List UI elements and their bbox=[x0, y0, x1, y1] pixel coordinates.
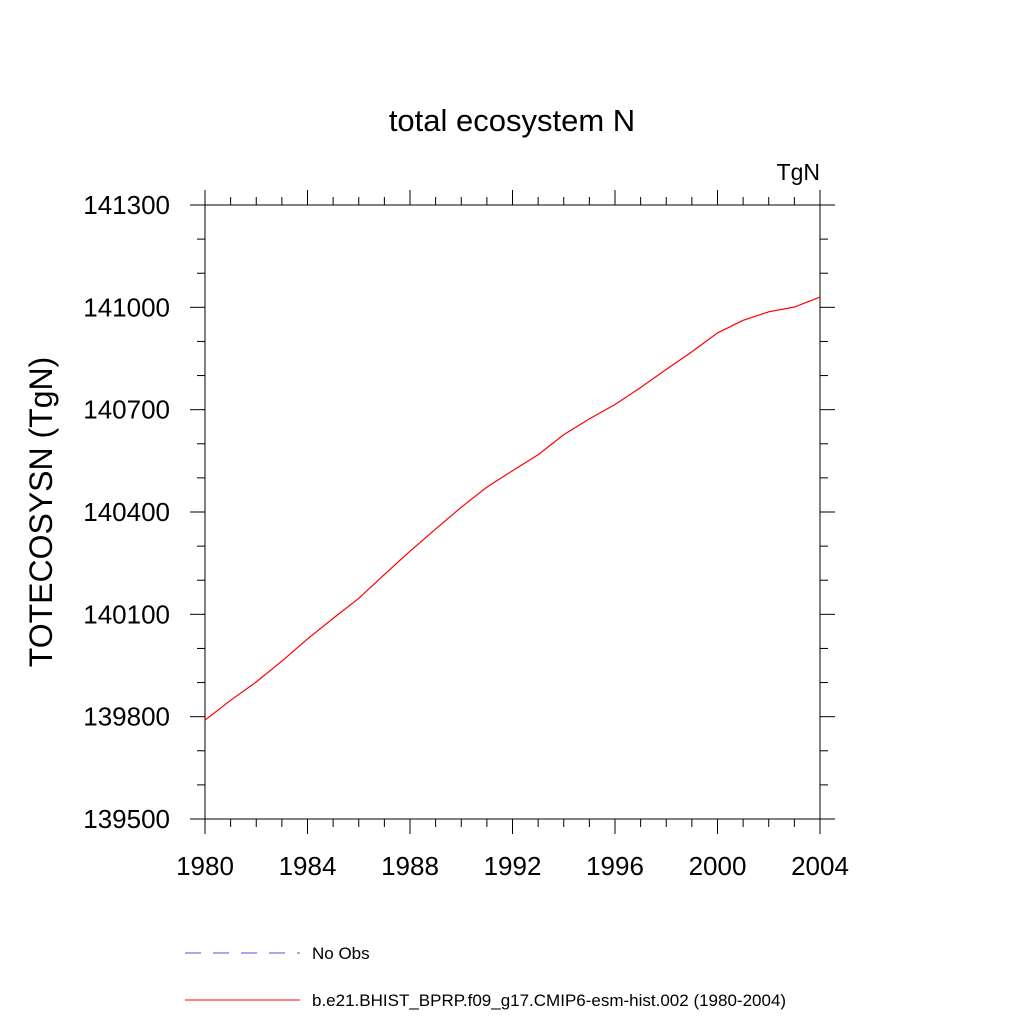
x-tick-label: 2004 bbox=[791, 851, 849, 881]
y-tick-label: 141000 bbox=[83, 292, 170, 322]
axis-ticks bbox=[190, 190, 835, 834]
data-series bbox=[204, 296, 821, 721]
y-tick-label: 140100 bbox=[83, 599, 170, 629]
series-line bbox=[204, 296, 821, 721]
y-tick-labels: 139500 139800 140100 140400 140700 141000 1413… bbox=[83, 190, 170, 834]
x-tick-label: 1988 bbox=[381, 851, 439, 881]
y-tick-label: 141300 bbox=[83, 190, 170, 220]
x-tick-label: 1996 bbox=[586, 851, 644, 881]
x-tick-label: 1980 bbox=[176, 851, 234, 881]
units-label: TgN bbox=[777, 159, 820, 185]
legend-label: No Obs bbox=[312, 944, 370, 963]
x-tick-label: 1984 bbox=[279, 851, 337, 881]
x-tick-label: 1992 bbox=[484, 851, 542, 881]
legend-label: b.e21.BHIST_BPRP.f09_g17.CMIP6-esm-hist.… bbox=[312, 991, 786, 1010]
x-tick-label: 2000 bbox=[689, 851, 747, 881]
y-tick-label: 139500 bbox=[83, 804, 170, 834]
y-tick-label: 140400 bbox=[83, 497, 170, 527]
chart-title: total ecosystem N bbox=[389, 103, 635, 138]
plot-frame bbox=[204, 204, 821, 820]
y-axis-label: TOTECOSYSN (TgN) bbox=[23, 357, 59, 668]
x-tick-labels: 1980 1984 1988 1992 1996 2000 2004 bbox=[176, 851, 849, 881]
y-tick-label: 140700 bbox=[83, 395, 170, 425]
legend: No Obs b.e21.BHIST_BPRP.f09_g17.CMIP6-esm… bbox=[185, 944, 786, 1010]
y-tick-label: 139800 bbox=[83, 702, 170, 732]
